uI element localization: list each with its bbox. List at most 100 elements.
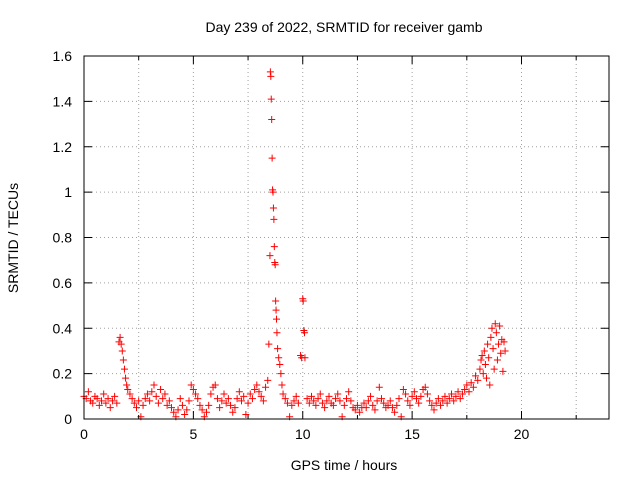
data-point [198,406,206,414]
data-point [244,399,252,407]
y-tick-label: 0 [64,411,72,427]
y-tick-label: 1 [64,184,72,200]
data-point [437,401,445,409]
data-point [417,392,425,400]
data-point [187,381,195,389]
data-point [452,392,460,400]
data-point [270,215,278,223]
data-point [273,329,281,337]
data-point [353,401,361,409]
data-point [168,404,175,412]
data-point [490,365,498,373]
data-point [265,340,273,348]
y-tick-label: 0.6 [53,275,73,291]
x-tick-label: 5 [189,426,197,442]
data-point [476,365,484,373]
data-point [95,401,103,409]
data-point [231,404,239,412]
data-point [111,392,119,400]
data-point [143,390,151,398]
data-point [102,399,110,407]
data-point [93,395,101,403]
data-point [487,333,495,341]
data-point [303,395,311,403]
data-point [310,397,318,405]
data-point [242,410,250,418]
data-point [499,367,507,375]
data-point [288,401,296,409]
data-point [305,399,313,407]
data-point [150,381,158,389]
data-point [294,399,302,407]
data-point [485,354,493,362]
data-point [189,386,197,394]
data-point [434,395,442,403]
data-point [163,401,171,409]
data-point [332,395,340,403]
data-point [423,390,431,398]
data-point [384,401,392,409]
data-point [238,397,245,405]
data-point [329,401,337,409]
data-point [118,347,126,355]
data-point [174,406,182,414]
data-point [235,388,243,396]
data-point [448,390,455,398]
data-point [456,395,464,403]
data-point [120,365,128,373]
data-point [148,388,156,396]
data-point [248,395,256,403]
data-point [257,392,265,400]
data-point [117,340,125,348]
data-point [308,392,315,400]
data-point [268,116,276,124]
data-point [279,390,287,398]
data-point [128,395,136,403]
data-point [469,383,477,391]
data-point [488,324,496,332]
data-point [181,410,189,418]
x-tick-label: 10 [295,426,311,442]
data-point [157,386,165,394]
data-point [351,406,359,414]
data-point [450,397,458,405]
data-point [380,399,388,407]
data-point [113,399,121,407]
data-point [266,252,274,260]
data-point [410,388,418,396]
data-point [334,390,342,398]
data-point [277,370,285,378]
y-tick-label: 1.4 [53,93,73,109]
data-point [152,392,160,400]
data-point [500,338,508,346]
data-point [299,297,307,305]
data-point [463,381,471,389]
data-point [275,354,283,362]
data-point [98,397,105,405]
data-point [290,397,298,405]
data-point [364,397,372,405]
data-point [161,390,169,398]
data-point [273,315,280,323]
data-point [369,401,377,409]
data-point [283,399,291,407]
data-point [371,406,379,414]
data-point [404,397,412,405]
data-point [312,401,320,409]
data-point [301,354,309,362]
y-tick-label: 0.2 [53,366,73,382]
data-point [229,408,237,416]
data-point [124,386,132,394]
data-point [133,404,140,412]
data-point [267,95,275,103]
y-tick-label: 1.6 [53,48,73,64]
data-point [336,397,344,405]
data-point [477,356,485,364]
data-point [454,388,462,396]
data-point [406,401,414,409]
data-point [251,386,259,394]
data-point [489,345,497,353]
data-point [343,395,350,403]
data-point [428,401,436,409]
